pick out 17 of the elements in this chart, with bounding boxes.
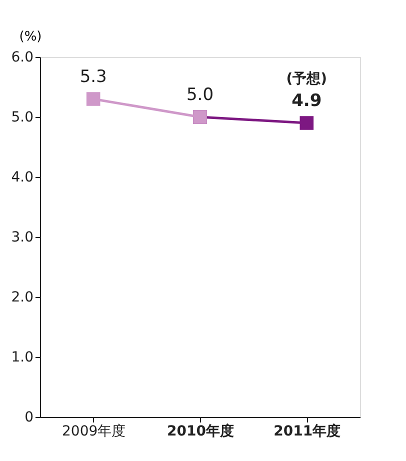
y-axis-title: (%): [19, 30, 42, 44]
annotation: (予想): [286, 71, 328, 87]
y-tick-label: 4.0: [11, 170, 34, 186]
x-tick-label: 2011年度: [274, 422, 341, 440]
point: [300, 116, 314, 130]
y-tick-label: 1.0: [11, 350, 34, 366]
x-tick-label: 2009年度: [62, 424, 126, 440]
y-tick-label: 5.0: [11, 110, 34, 126]
y-tick-label: 2.0: [11, 290, 34, 306]
data-label: 5.3: [80, 67, 107, 87]
y-tick-label: 6.0: [11, 50, 34, 66]
y-tick-label: 3.0: [11, 230, 34, 246]
data-label: 5.0: [186, 85, 214, 105]
x-tick-label: 2010年度: [167, 422, 234, 440]
point: [86, 92, 100, 106]
y-tick-label: 0: [24, 410, 34, 426]
data-label: 4.9: [292, 91, 322, 111]
